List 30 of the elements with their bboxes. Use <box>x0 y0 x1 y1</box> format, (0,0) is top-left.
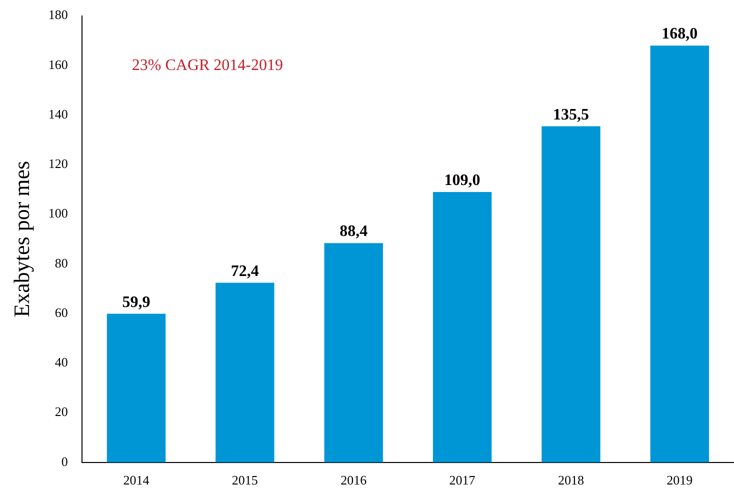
x-tick-label: 2019 <box>666 472 693 488</box>
bar <box>432 192 492 462</box>
y-tick-label: 0 <box>61 454 68 469</box>
y-tick-label: 40 <box>54 354 68 370</box>
x-tick-label: 2017 <box>449 472 476 488</box>
bar <box>216 282 274 462</box>
bar <box>106 314 166 462</box>
data-label: 135,5 <box>552 106 589 124</box>
x-tick-label: 2016 <box>340 472 368 488</box>
bar <box>650 46 710 462</box>
annotation: 23% CAGR 2014-2019 <box>132 57 284 74</box>
y-tick-label: 20 <box>54 404 68 420</box>
x-tick-label: 2014 <box>123 472 150 488</box>
y-tick-label: 80 <box>54 255 68 270</box>
y-tick-label: 120 <box>48 156 68 172</box>
bar <box>542 126 600 462</box>
data-label: 59,9 <box>122 294 150 311</box>
y-tick-label: 180 <box>48 7 68 22</box>
x-tick-label: 2015 <box>232 472 258 488</box>
data-label: 109,0 <box>444 172 480 190</box>
y-tick-label: 160 <box>48 56 68 72</box>
x-tick-label: 2018 <box>558 472 584 488</box>
y-tick-label: 60 <box>54 304 68 320</box>
y-tick-label: 140 <box>48 106 68 122</box>
data-label: 88,4 <box>340 223 368 240</box>
y-axis-title: Exabytes por mes <box>8 160 34 318</box>
y-tick-label: 100 <box>48 206 68 221</box>
bar <box>324 243 383 462</box>
data-label: 72,4 <box>230 262 259 280</box>
data-label: 168,0 <box>662 26 698 43</box>
